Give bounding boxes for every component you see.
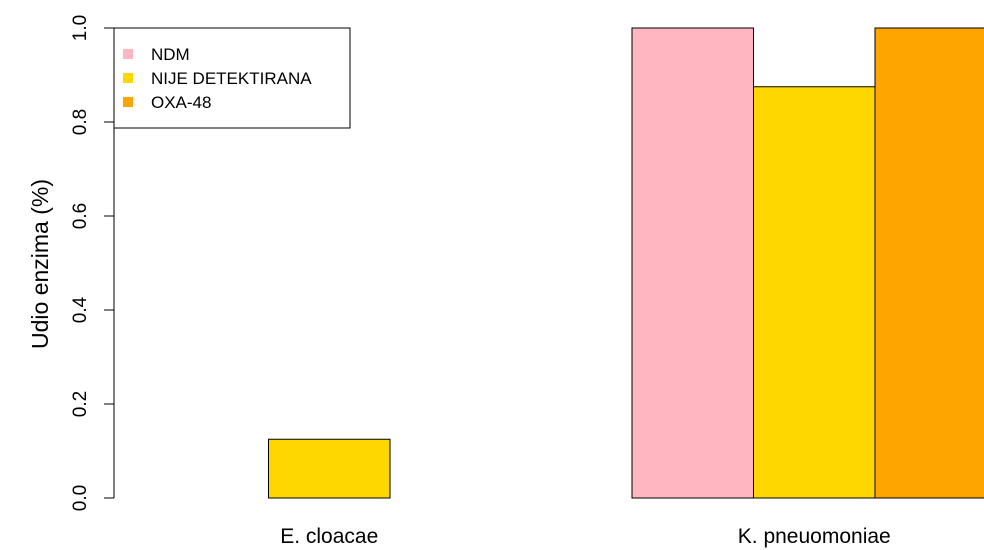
bars-group — [268, 27, 984, 499]
bar-nije-detektirana-0 — [268, 438, 391, 499]
category-label: E. cloacae — [280, 525, 378, 548]
legend-swatch — [123, 49, 133, 59]
bar-nije-detektirana-1 — [753, 86, 876, 499]
y-tick-label: 0.0 — [70, 485, 91, 511]
category-labels: E. cloacae K. pneuomoniae — [280, 525, 891, 548]
legend: NDM NIJE DETEKTIRANA OXA-48 — [113, 27, 351, 129]
legend-swatch — [123, 97, 133, 107]
bar-ndm-1 — [631, 27, 754, 499]
y-tick-label: 0.8 — [70, 109, 91, 135]
y-tick-label: 1.0 — [70, 15, 91, 41]
bar-oxa-48-1 — [874, 27, 984, 499]
legend-items: NDM NIJE DETEKTIRANA OXA-48 — [123, 45, 312, 112]
legend-label: NIJE DETEKTIRANA — [151, 69, 312, 88]
category-label: K. pneuomoniae — [738, 525, 891, 548]
y-axis-title: Udio enzima (%) — [27, 179, 53, 349]
legend-label: OXA-48 — [151, 93, 211, 112]
y-axis: 0.0 0.2 0.4 0.6 0.8 1.0 — [70, 15, 115, 511]
y-tick-label: 0.2 — [70, 391, 91, 417]
y-tick-label: 0.4 — [70, 296, 91, 323]
y-ticks: 0.0 0.2 0.4 0.6 0.8 1.0 — [70, 15, 114, 511]
legend-label: NDM — [151, 45, 190, 64]
legend-box — [113, 27, 351, 129]
legend-swatch — [123, 73, 133, 83]
y-tick-label: 0.6 — [70, 203, 91, 229]
